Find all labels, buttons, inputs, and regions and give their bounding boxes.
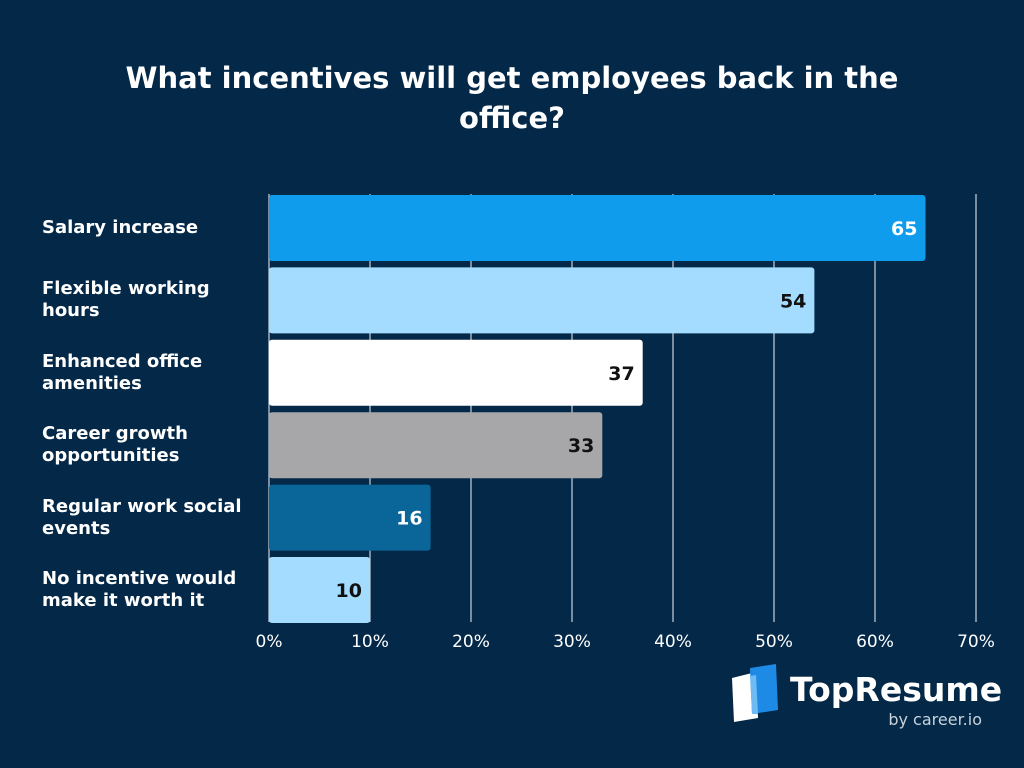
- logo-mark-icon: [732, 664, 778, 722]
- category-label-line: opportunities: [42, 445, 180, 467]
- bar-2: [269, 339, 643, 406]
- data-label: 54: [780, 290, 806, 312]
- category-label-line: Salary increase: [42, 217, 199, 238]
- category-label-line: Flexible working: [42, 278, 210, 300]
- bar-3: [269, 412, 603, 479]
- x-tick-label: 20%: [452, 632, 490, 652]
- topresume-logo: TopResume by career.io: [728, 664, 1002, 734]
- x-tick-label: 50%: [755, 632, 793, 652]
- category-label: Salary increase: [42, 217, 262, 239]
- x-tick-label: 40%: [654, 632, 692, 652]
- category-label: Flexible working hours: [42, 278, 262, 322]
- bar-4: [269, 484, 431, 551]
- data-label: 37: [608, 363, 634, 385]
- category-label-line: make it worth it: [42, 590, 205, 611]
- logo-tagline: by career.io: [888, 710, 982, 729]
- category-label: Regular work social events: [42, 496, 262, 540]
- data-label: 10: [336, 580, 362, 602]
- bar-0: [269, 195, 926, 261]
- category-label-line: Regular work social: [42, 495, 242, 517]
- category-label: No incentive would make it worth it: [42, 568, 262, 612]
- category-label-line: hours: [42, 300, 100, 322]
- category-label-line: amenities: [42, 372, 142, 394]
- category-label-line: No incentive would: [42, 568, 237, 589]
- x-tick-label: 70%: [957, 632, 995, 652]
- x-tick-label: 60%: [856, 632, 894, 652]
- x-tick-label: 10%: [351, 632, 389, 652]
- category-label-line: Enhanced office: [42, 350, 203, 372]
- category-label-line: events: [42, 517, 111, 539]
- data-label: 33: [568, 435, 594, 457]
- category-label: Enhanced office amenities: [42, 351, 262, 395]
- x-tick-label: 0%: [256, 632, 283, 652]
- category-label-line: Career growth: [42, 423, 188, 445]
- bar-1: [269, 267, 815, 334]
- logo-brand-text: TopResume: [790, 670, 1003, 709]
- x-tick-label: 30%: [553, 632, 591, 652]
- data-label: 65: [891, 218, 917, 240]
- bar-5: [269, 557, 370, 623]
- category-label: Career growth opportunities: [42, 423, 262, 467]
- data-label: 16: [396, 508, 422, 530]
- chart-title: What incentives will get employees back …: [125, 61, 899, 135]
